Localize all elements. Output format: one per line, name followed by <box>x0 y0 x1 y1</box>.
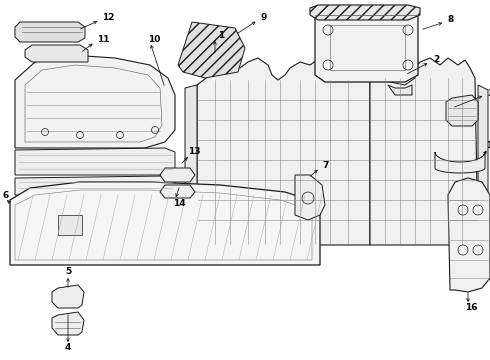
Polygon shape <box>178 22 245 78</box>
Polygon shape <box>383 55 418 85</box>
Polygon shape <box>160 185 195 198</box>
Polygon shape <box>310 5 420 20</box>
Text: 1: 1 <box>218 31 224 40</box>
Text: 3: 3 <box>487 89 490 98</box>
Polygon shape <box>25 45 88 62</box>
Text: 13: 13 <box>188 148 200 157</box>
Text: 14: 14 <box>173 198 186 207</box>
Polygon shape <box>197 58 370 245</box>
Polygon shape <box>58 215 82 235</box>
Polygon shape <box>52 285 84 308</box>
Text: 2: 2 <box>433 55 439 64</box>
Text: 6: 6 <box>2 192 8 201</box>
Polygon shape <box>295 175 325 220</box>
Polygon shape <box>448 178 490 292</box>
Text: 5: 5 <box>65 267 71 276</box>
Polygon shape <box>15 176 175 197</box>
Polygon shape <box>446 95 478 126</box>
Polygon shape <box>315 12 418 82</box>
Text: 7: 7 <box>322 161 328 170</box>
Text: 10: 10 <box>148 36 160 45</box>
Polygon shape <box>185 85 197 245</box>
Text: 12: 12 <box>102 13 115 22</box>
Polygon shape <box>388 85 412 95</box>
Polygon shape <box>15 22 85 42</box>
Polygon shape <box>15 148 175 175</box>
Text: 11: 11 <box>97 36 109 45</box>
Polygon shape <box>160 168 195 182</box>
Text: 15: 15 <box>486 140 490 149</box>
Text: 9: 9 <box>260 13 267 22</box>
Text: 8: 8 <box>447 15 453 24</box>
Polygon shape <box>370 58 478 245</box>
Text: 4: 4 <box>65 343 72 352</box>
Polygon shape <box>478 85 488 245</box>
Polygon shape <box>52 312 84 335</box>
Polygon shape <box>435 152 485 173</box>
Text: 16: 16 <box>465 303 477 312</box>
Polygon shape <box>15 55 175 148</box>
Polygon shape <box>10 182 320 265</box>
